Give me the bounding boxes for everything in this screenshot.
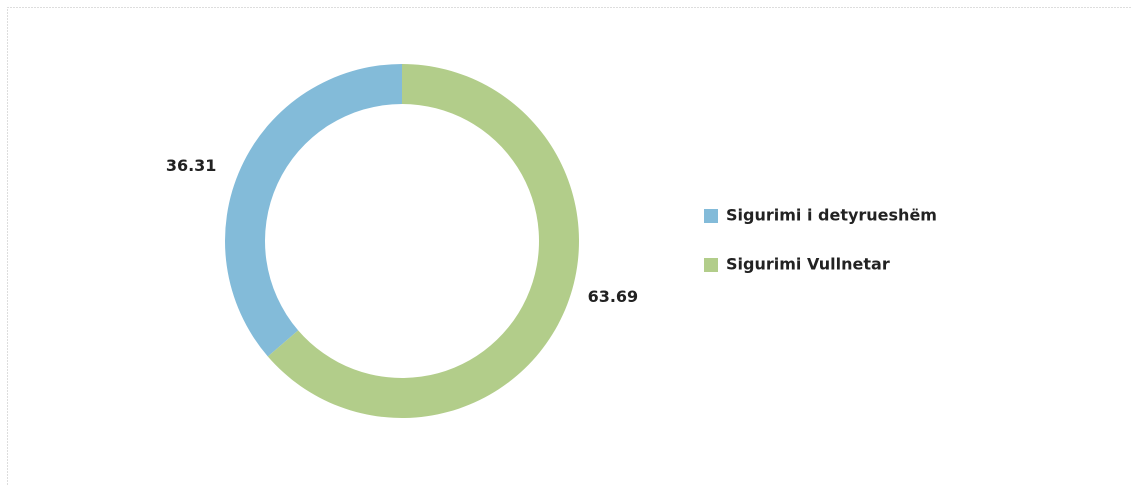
legend-label: Sigurimi i detyrueshëm [726,206,937,225]
legend-swatch [704,209,718,223]
donut-slice [267,64,579,419]
data-label: 36.31 [166,156,217,175]
frame [7,7,1132,486]
legend-swatch [704,258,718,272]
data-label: 63.69 [588,287,639,306]
legend-label: Sigurimi Vullnetar [726,255,890,274]
donut-slice [224,64,402,357]
